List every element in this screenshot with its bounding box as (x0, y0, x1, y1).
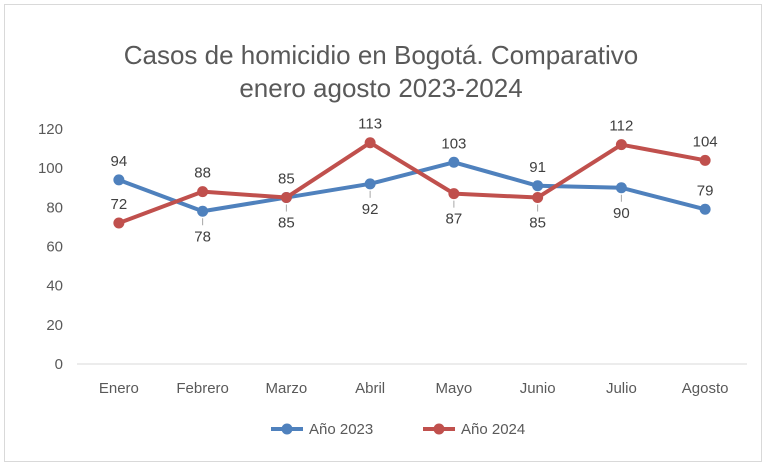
data-label: 94 (111, 153, 128, 170)
y-tick-label: 120 (38, 121, 63, 138)
data-point (113, 174, 125, 186)
data-label: 87 (446, 211, 463, 228)
x-tick-label: Enero (99, 380, 139, 397)
legend-marker (433, 423, 445, 435)
data-point (280, 192, 292, 204)
axis-layer: 0 20 40 60 80 100 120 Enero Febrero Marzo Abril May… (38, 121, 747, 397)
data-point (615, 182, 627, 194)
data-label: 103 (441, 135, 466, 152)
legend-label: Año 2024 (461, 421, 525, 438)
series-line (116, 140, 708, 225)
legend-item-1: Año 2023 (271, 421, 373, 438)
data-label: 85 (278, 171, 295, 188)
legend-item-2: Año 2024 (423, 421, 525, 438)
series-line (116, 160, 708, 214)
data-point (364, 137, 376, 149)
y-tick-label: 80 (46, 199, 63, 216)
data-point (197, 205, 209, 217)
data-label: 85 (529, 215, 546, 232)
line-chart: Casos de homicidio en Bogotá. Comparativ… (38, 40, 747, 438)
data-point (699, 154, 711, 166)
data-label: 112 (609, 118, 633, 135)
x-tick-label: Junio (520, 380, 556, 397)
data-label: 79 (697, 182, 714, 199)
data-label: 113 (358, 116, 382, 133)
legend: Año 2023 Año 2024 (271, 421, 525, 438)
legend-label: Año 2023 (309, 421, 373, 438)
chart-title-line-2: enero agosto 2023-2024 (239, 73, 522, 103)
y-tick-label: 40 (46, 278, 63, 295)
chart-frame: Casos de homicidio en Bogotá. Comparativ… (4, 4, 762, 462)
data-point (364, 178, 376, 190)
data-label: 91 (529, 159, 546, 176)
x-tick-label: Mayo (436, 380, 473, 397)
x-tick-label: Abril (355, 380, 385, 397)
data-point (448, 188, 460, 200)
data-label: 78 (194, 228, 211, 245)
y-tick-label: 100 (38, 160, 63, 177)
chart-title-line-1: Casos de homicidio en Bogotá. Comparativ… (124, 40, 639, 70)
x-tick-label: Agosto (682, 380, 729, 397)
data-label: 85 (278, 215, 295, 232)
data-label: 88 (194, 165, 211, 182)
data-point (699, 203, 711, 215)
data-point (197, 186, 209, 198)
y-tick-label: 20 (46, 317, 63, 334)
data-point (532, 192, 544, 204)
series-2: 72 88 85 113 87 85 112 104 (111, 116, 718, 232)
x-tick-label: Febrero (176, 380, 229, 397)
data-label: 92 (362, 201, 379, 218)
data-label: 104 (693, 133, 718, 150)
legend-marker (281, 423, 293, 435)
y-tick-label: 0 (55, 356, 63, 373)
data-label: 72 (111, 196, 128, 213)
data-point (113, 217, 125, 229)
x-tick-label: Julio (606, 380, 637, 397)
data-point (615, 139, 627, 151)
data-point (448, 156, 460, 168)
y-tick-label: 60 (46, 239, 63, 256)
data-label: 90 (613, 205, 630, 222)
x-tick-label: Marzo (266, 380, 308, 397)
series-layer: 94 78 85 92 103 91 90 79 72 88 85 113 87 85 112 104 (111, 116, 718, 246)
data-point (532, 180, 544, 192)
